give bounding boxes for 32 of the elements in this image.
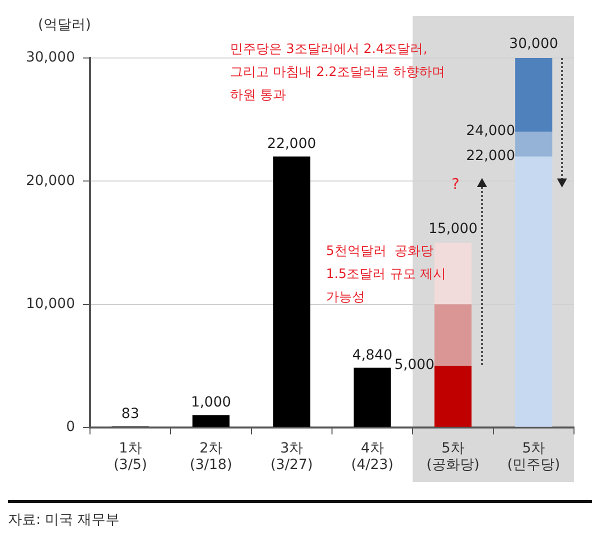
bar [515,132,552,157]
x-tick-label: 2차 (3/18) [190,440,232,474]
y-tick-label: 0 [66,419,75,436]
text: 자료: 미국 재무부 [8,511,121,529]
bar [192,415,230,427]
annotation: 15,000 [427,220,478,237]
bar [434,304,472,366]
y-tick-label: 20,000 [26,172,75,189]
annotation: 5,000 [394,356,434,373]
annotation: 5천억달러 공화당 1.5조달러 규모 제시 가능성 [326,243,446,307]
bar [354,368,391,427]
y-tick-label: 10,000 [26,296,75,312]
annotation: 민주당은 3조달러에서 2.4조달러, 그리고 마침내 2.2조달러로 하향하며 하원 통과 [230,41,446,105]
bar [515,156,552,427]
bar [434,366,472,427]
y-tick-label: 30,000 [26,50,75,66]
data-label: 4,840 [352,347,392,364]
x-tick-label: 1차 (3/5) [114,440,148,474]
data-label: 22,000 [267,136,316,152]
annotation: ? [452,174,460,192]
annotation: 30,000 [508,36,560,52]
x-tick-label: 5차 (공화당) [426,440,480,474]
bar [273,156,310,427]
bar [515,58,552,132]
x-tick-label: 3차 (3/27) [270,440,313,474]
x-tick-label: 5차 (민주당) [507,440,560,474]
x-tick-label: 4차 (4/23) [351,440,394,474]
data-label: 1,000 [190,394,232,411]
y-axis-title: (억달러) [38,16,91,34]
data-label: 83 [121,406,140,422]
annotation: 22,000 [466,148,516,164]
annotation: 24,000 [466,122,516,139]
